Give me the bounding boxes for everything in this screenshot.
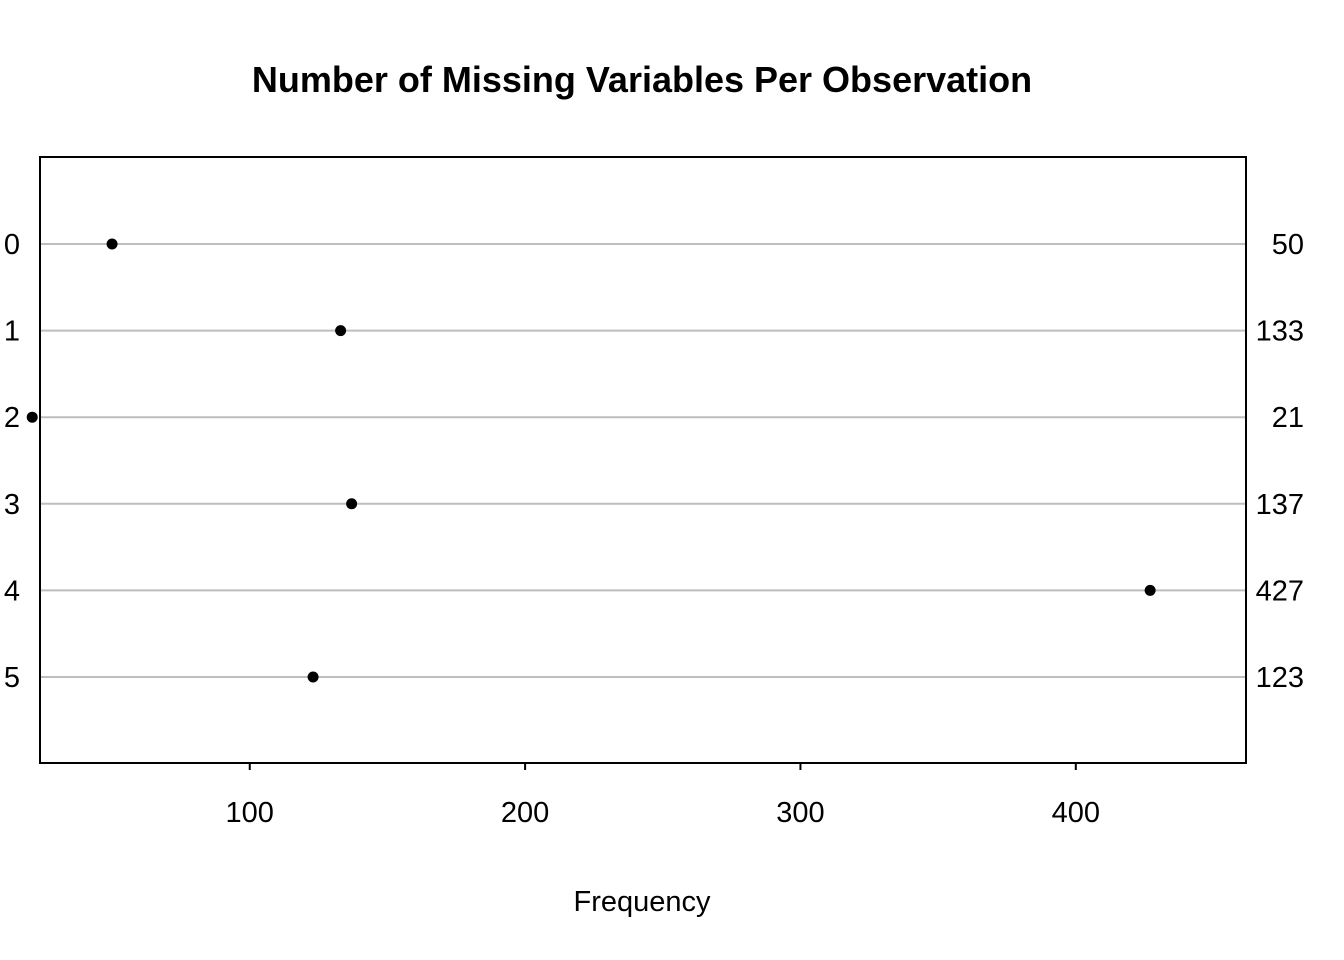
data-point-3 xyxy=(346,498,358,510)
category-label-2: 2 xyxy=(4,402,20,434)
data-point-1 xyxy=(335,325,347,337)
data-points xyxy=(26,238,1156,683)
x-tick-label-200: 200 xyxy=(501,797,549,829)
guide-lines xyxy=(40,243,1246,678)
category-label-3: 3 xyxy=(4,489,20,521)
value-label-2: 21 xyxy=(1272,402,1304,434)
x-tick-label-300: 300 xyxy=(776,797,824,829)
value-label-1: 133 xyxy=(1256,316,1304,348)
value-label-3: 137 xyxy=(1256,489,1304,521)
data-point-4 xyxy=(1144,584,1156,596)
value-label-5: 123 xyxy=(1256,662,1304,694)
data-point-2 xyxy=(26,411,38,423)
x-tick-label-400: 400 xyxy=(1052,797,1100,829)
x-axis-label: Frequency xyxy=(573,886,711,918)
value-labels: 50 133 21 137 427 123 xyxy=(1256,229,1304,694)
x-axis: 100 200 300 400 xyxy=(226,762,1100,829)
category-label-1: 1 xyxy=(4,316,20,348)
chart-title: Number of Missing Variables Per Observat… xyxy=(252,59,1032,100)
category-label-4: 4 xyxy=(4,575,20,607)
category-label-0: 0 xyxy=(4,229,20,261)
data-point-0 xyxy=(106,238,118,250)
x-tick-label-100: 100 xyxy=(226,797,274,829)
value-label-0: 50 xyxy=(1272,229,1304,261)
value-label-4: 427 xyxy=(1256,575,1304,607)
data-point-5 xyxy=(307,671,319,683)
category-label-5: 5 xyxy=(4,662,20,694)
plot-frame xyxy=(39,156,1247,764)
category-labels: 0 1 2 3 4 5 xyxy=(4,229,20,694)
